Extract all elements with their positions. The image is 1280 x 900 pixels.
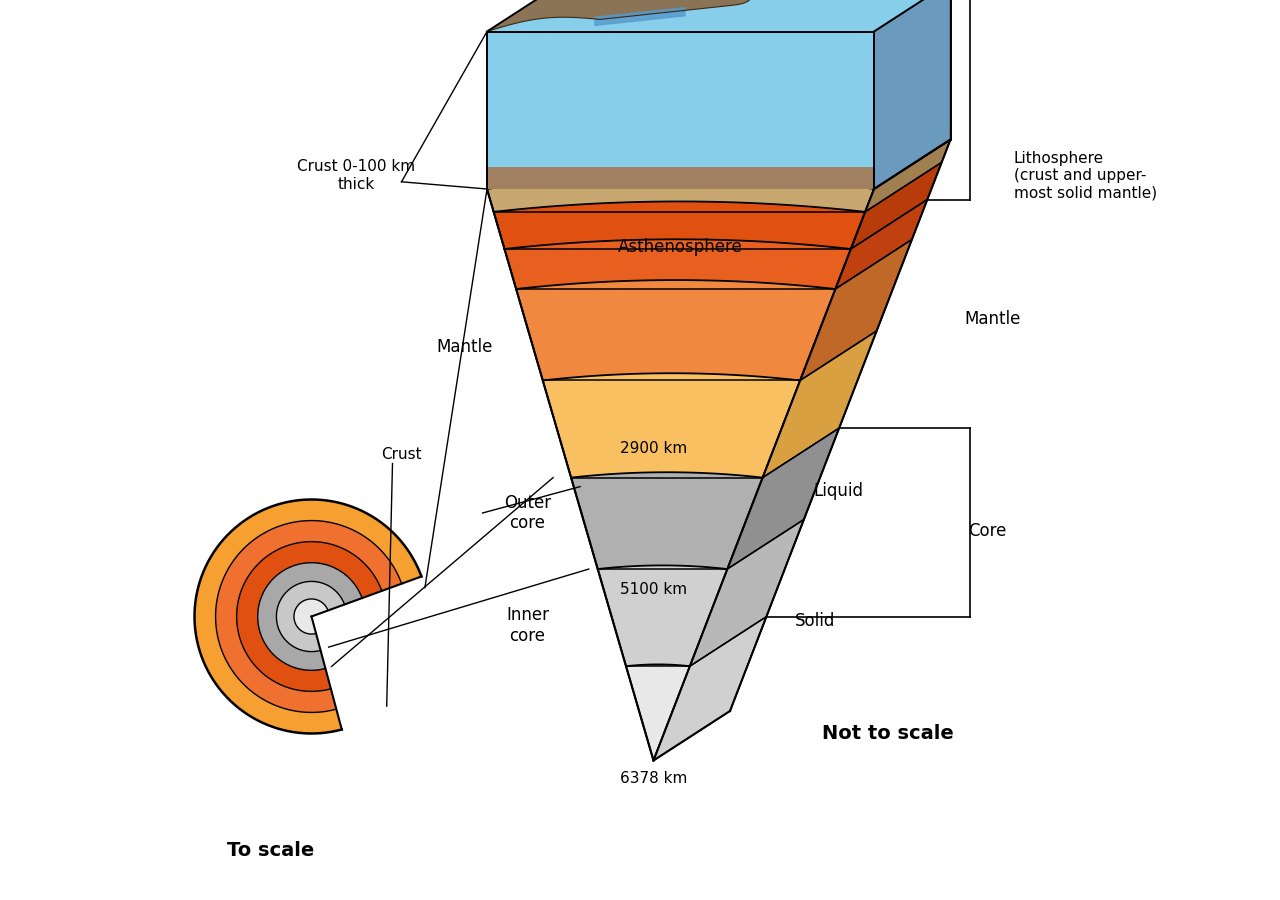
Text: 6378 km: 6378 km [620,771,687,786]
Polygon shape [571,471,763,569]
Polygon shape [516,277,836,381]
Polygon shape [486,32,874,189]
Polygon shape [851,162,942,249]
Polygon shape [598,564,727,666]
Polygon shape [486,175,874,211]
Text: Not to scale: Not to scale [822,724,954,743]
Text: Liquid: Liquid [813,482,863,500]
Polygon shape [595,8,685,25]
Polygon shape [727,428,840,569]
Text: Solid: Solid [795,612,836,630]
Polygon shape [276,581,347,652]
Text: Crust 0-100 km
thick: Crust 0-100 km thick [297,159,416,192]
Polygon shape [763,331,877,478]
Text: Mantle: Mantle [436,338,493,356]
Polygon shape [865,140,951,212]
Text: Outer
core: Outer core [504,493,552,533]
Polygon shape [836,200,927,289]
Polygon shape [311,576,431,732]
Text: Core: Core [969,522,1007,540]
Polygon shape [294,599,329,634]
Polygon shape [874,0,951,189]
Polygon shape [237,542,387,691]
Polygon shape [486,0,951,32]
Polygon shape [504,236,851,289]
Polygon shape [543,371,800,478]
Text: 2900 km: 2900 km [620,441,687,455]
Text: Crust: Crust [381,447,422,462]
Text: Lithosphere
(crust and upper-
most solid mantle): Lithosphere (crust and upper- most solid… [1014,150,1157,201]
Text: 5100 km: 5100 km [620,582,687,597]
Polygon shape [654,616,767,760]
Polygon shape [494,198,865,249]
Polygon shape [626,664,690,760]
Text: Asthenosphere: Asthenosphere [618,238,742,256]
Polygon shape [215,520,407,713]
Polygon shape [690,519,804,666]
Text: To scale: To scale [228,841,315,860]
Polygon shape [486,0,951,32]
Polygon shape [486,166,874,189]
Text: Inner
core: Inner core [506,606,549,645]
Polygon shape [257,562,365,670]
Polygon shape [195,500,429,734]
Polygon shape [800,239,911,381]
Text: Mantle: Mantle [964,310,1020,328]
